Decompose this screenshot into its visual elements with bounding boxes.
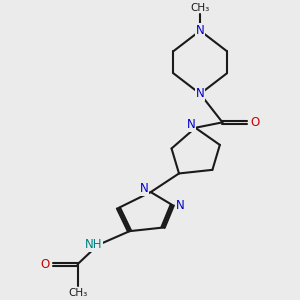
- Text: N: N: [140, 182, 148, 195]
- Text: N: N: [196, 87, 205, 100]
- Text: CH₃: CH₃: [68, 288, 87, 298]
- Text: O: O: [40, 258, 50, 271]
- Text: O: O: [250, 116, 260, 129]
- Text: N: N: [187, 118, 195, 131]
- Text: CH₃: CH₃: [190, 3, 210, 13]
- Text: N: N: [176, 199, 185, 212]
- Text: N: N: [196, 24, 205, 37]
- Text: NH: NH: [85, 238, 102, 251]
